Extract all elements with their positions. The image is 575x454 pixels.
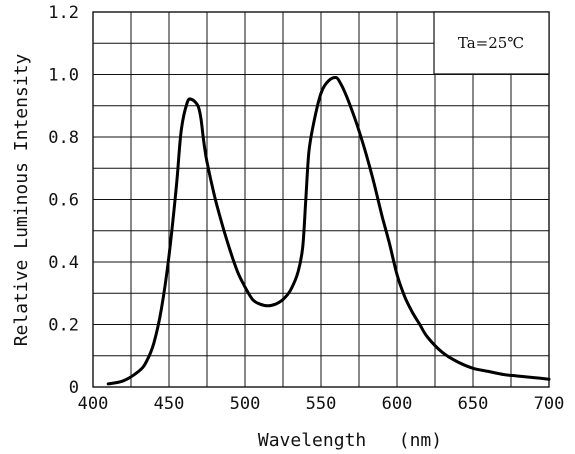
x-tick-label: 600 — [382, 394, 413, 414]
y-tick-label: 0.6 — [48, 191, 79, 211]
annotation-text: Ta=25℃ — [458, 34, 524, 52]
y-axis-label: Relative Luminous Intensity — [11, 54, 32, 347]
y-tick-label: 0.4 — [48, 253, 79, 273]
x-tick-label: 400 — [78, 394, 109, 414]
x-tick-label: 450 — [154, 394, 185, 414]
series-line — [106, 75, 551, 386]
x-tick-label: 650 — [458, 394, 489, 414]
y-tick-label: 0.2 — [48, 316, 79, 336]
y-tick-label: 0.8 — [48, 128, 79, 148]
x-tick-label: 500 — [230, 394, 261, 414]
annotation-box — [433, 11, 550, 75]
y-tick-label: 1.0 — [48, 66, 79, 86]
tick-labels: 400 450 500 550 600 650 700 0 0.2 0.4 0.6 0.8 1.0 1.2 — [48, 3, 564, 414]
x-axis-label: Wavelength (nm) — [258, 430, 442, 451]
y-tick-label: 1.2 — [48, 3, 79, 23]
x-tick-label: 550 — [306, 394, 337, 414]
plot-frame — [92, 11, 550, 388]
y-tick-label: 0 — [69, 378, 79, 398]
x-tick-label: 700 — [534, 394, 565, 414]
